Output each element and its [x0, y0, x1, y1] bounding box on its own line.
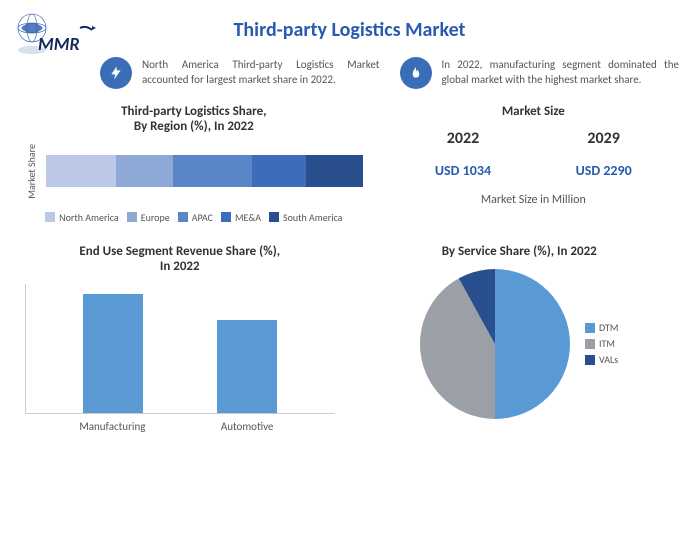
legend-item: VALs	[585, 353, 618, 366]
bar	[217, 320, 277, 412]
market-size-year: 2029	[576, 129, 632, 148]
bar	[83, 294, 143, 412]
bar-label: Manufacturing	[72, 420, 152, 433]
market-size-panel: Market Size 2022 USD 1034 2029 USD 2290 …	[393, 104, 674, 224]
mid-row: Third-party Logistics Share,By Region (%…	[0, 99, 699, 229]
bottom-row: End Use Segment Revenue Share (%),In 202…	[0, 229, 699, 448]
market-size-value: USD 2290	[576, 162, 632, 179]
service-pie-chart: By Service Share (%), In 2022 DTM ITM VALs	[365, 244, 675, 433]
y-axis-label: Market Share	[25, 144, 38, 199]
market-size-year: 2022	[435, 129, 491, 148]
region-share-chart: Third-party Logistics Share,By Region (%…	[25, 104, 363, 224]
pie-legend: DTM ITM VALs	[585, 318, 618, 369]
insight-text: In 2022, manufacturing segment dominated…	[442, 57, 680, 88]
region-segment	[306, 155, 363, 187]
flame-icon	[400, 57, 432, 89]
legend-item: South America	[269, 211, 342, 224]
legend-item: DTM	[585, 321, 618, 334]
svg-text:MMR: MMR	[38, 33, 80, 55]
insights-row: North America Third-party Logistics Mark…	[0, 42, 699, 99]
chart-title: Third-party Logistics Share,By Region (%…	[25, 104, 363, 134]
logo: MMR	[10, 10, 100, 65]
market-size-col: 2022 USD 1034	[435, 129, 491, 179]
region-segment	[173, 155, 252, 187]
legend-item: Europe	[127, 211, 170, 224]
insight-bolt: North America Third-party Logistics Mark…	[100, 57, 380, 89]
bars-area	[25, 284, 335, 414]
market-size-value: USD 1034	[435, 162, 491, 179]
region-segment	[46, 155, 116, 187]
page-title: Third-party Logistics Market	[0, 0, 699, 42]
legend-item: ITM	[585, 337, 618, 350]
chart-title: End Use Segment Revenue Share (%),In 202…	[25, 244, 335, 274]
legend-item: ME&A	[221, 211, 261, 224]
insight-text: North America Third-party Logistics Mark…	[142, 57, 380, 88]
legend-item: APAC	[178, 211, 213, 224]
bolt-icon	[100, 57, 132, 89]
pie	[420, 269, 570, 419]
end-use-bar-chart: End Use Segment Revenue Share (%),In 202…	[25, 244, 335, 433]
chart-title: By Service Share (%), In 2022	[365, 244, 675, 259]
bar-label: Automotive	[207, 420, 287, 433]
legend-item: North America	[45, 211, 119, 224]
market-size-col: 2029 USD 2290	[576, 129, 632, 179]
stacked-bar	[46, 155, 363, 187]
region-segment	[252, 155, 306, 187]
market-size-unit: Market Size in Million	[393, 193, 674, 207]
region-legend: North America Europe APAC ME&A South America	[25, 211, 363, 224]
region-segment	[116, 155, 173, 187]
market-size-title: Market Size	[393, 104, 674, 119]
insight-flame: In 2022, manufacturing segment dominated…	[400, 57, 680, 89]
